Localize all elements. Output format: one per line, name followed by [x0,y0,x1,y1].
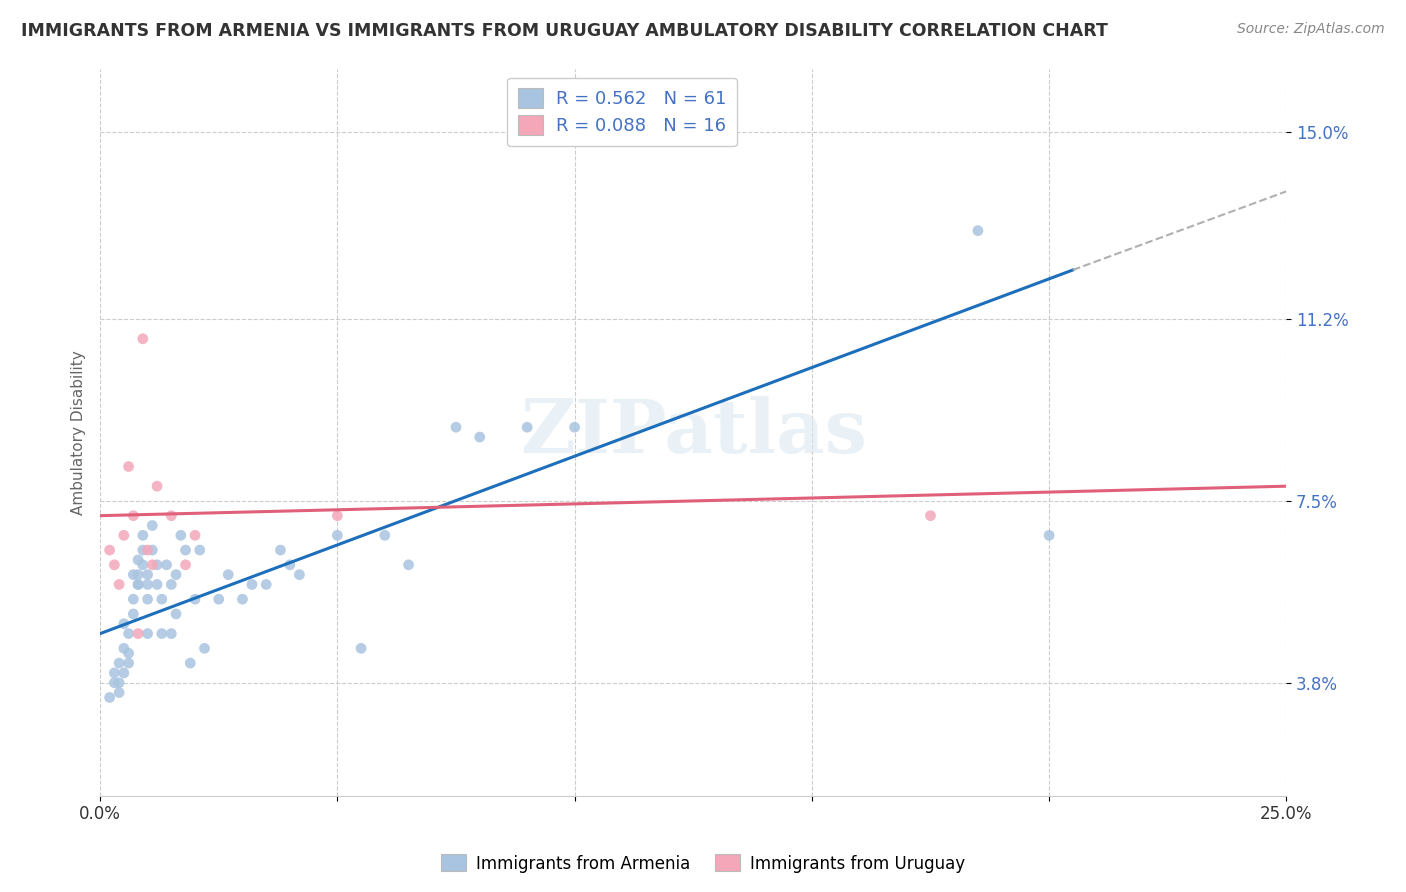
Point [188,543,211,558]
Point [141,518,163,533]
Point [288,567,311,582]
Point [136,567,159,582]
Point [967,224,990,238]
Point [398,558,420,572]
Point [108,577,131,591]
Point [193,641,215,656]
Text: Source: ZipAtlas.com: Source: ZipAtlas.com [1237,22,1385,37]
Point [208,592,231,607]
Point [165,567,187,582]
Point [444,420,467,434]
Point [136,577,159,591]
Point [174,543,197,558]
Point [132,558,155,572]
Point [108,675,131,690]
Point [112,528,135,542]
Point [326,528,349,542]
Point [326,508,349,523]
Point [122,567,145,582]
Point [98,690,121,705]
Point [1038,528,1060,542]
Point [160,577,183,591]
Point [103,665,125,680]
Point [132,332,155,346]
Point [231,592,253,607]
Point [141,558,163,572]
Point [174,558,197,572]
Point [117,459,139,474]
Point [564,420,586,434]
Point [278,558,301,572]
Point [108,656,131,670]
Point [240,577,263,591]
Point [122,607,145,621]
Point [122,592,145,607]
Point [155,558,177,572]
Point [136,626,159,640]
Point [217,567,239,582]
Point [146,577,169,591]
Point [127,577,149,591]
Point [132,543,155,558]
Point [374,528,396,542]
Point [179,656,201,670]
Point [516,420,538,434]
Point [103,558,125,572]
Point [112,665,135,680]
Point [170,528,193,542]
Point [127,553,149,567]
Point [127,626,149,640]
Text: ZIPatlas: ZIPatlas [520,396,866,468]
Point [136,543,159,558]
Point [468,430,491,444]
Point [160,626,183,640]
Point [108,685,131,699]
Point [920,508,942,523]
Point [117,626,139,640]
Point [254,577,277,591]
Point [117,656,139,670]
Point [350,641,373,656]
Point [150,626,173,640]
Point [122,508,145,523]
Point [98,543,121,558]
Point [160,508,183,523]
Point [132,528,155,542]
Point [165,607,187,621]
Point [112,641,135,656]
Point [136,592,159,607]
Point [141,543,163,558]
Point [117,646,139,660]
Point [146,558,169,572]
Point [150,592,173,607]
Point [184,528,207,542]
Point [127,577,149,591]
Legend: R = 0.562   N = 61, R = 0.088   N = 16: R = 0.562 N = 61, R = 0.088 N = 16 [508,78,737,146]
Point [103,675,125,690]
Y-axis label: Ambulatory Disability: Ambulatory Disability [72,350,86,515]
Point [184,592,207,607]
Legend: Immigrants from Armenia, Immigrants from Uruguay: Immigrants from Armenia, Immigrants from… [434,847,972,880]
Point [127,567,149,582]
Point [269,543,291,558]
Point [146,479,169,493]
Text: IMMIGRANTS FROM ARMENIA VS IMMIGRANTS FROM URUGUAY AMBULATORY DISABILITY CORRELA: IMMIGRANTS FROM ARMENIA VS IMMIGRANTS FR… [21,22,1108,40]
Point [112,616,135,631]
